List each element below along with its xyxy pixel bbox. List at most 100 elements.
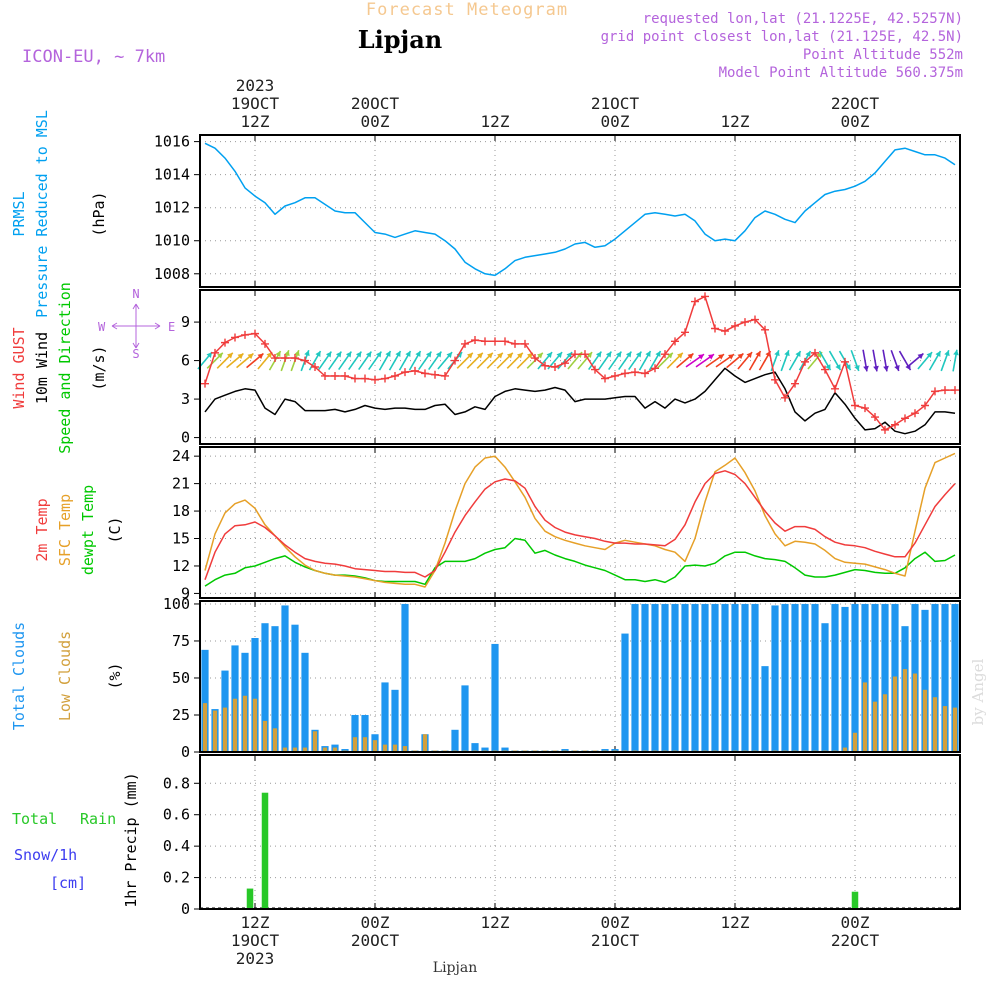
panel-frame [199, 754, 961, 910]
gust-marker [471, 336, 479, 345]
y-tick-label: 50 [172, 669, 190, 687]
total-cloud-bar [481, 747, 489, 752]
total-cloud-bar [741, 603, 749, 752]
gust-marker [411, 366, 419, 375]
wind-direction-arrow [358, 351, 372, 371]
wind-direction-arrow [598, 351, 612, 371]
low-cloud-bar [232, 698, 238, 752]
total-cloud-bar [671, 603, 679, 752]
wind-label: 10m Wind [33, 332, 51, 404]
low-cloud-bar [292, 747, 298, 752]
gust-marker [451, 356, 459, 365]
top-time-label: 12Z [481, 112, 510, 131]
gust-marker [251, 329, 259, 338]
y-tick-label: 21 [172, 475, 190, 493]
total-cloud-bar [621, 633, 629, 752]
wind-direction-arrow [516, 352, 534, 369]
wind-direction-arrow [726, 352, 744, 369]
wind-direction-arrow [705, 353, 725, 368]
compass-n: N [132, 287, 139, 301]
pressure-unit-label: (hPa) [90, 191, 108, 236]
wind-direction-arrow [917, 351, 933, 370]
total-label: Total [12, 810, 57, 828]
wind-direction-arrow [486, 352, 504, 369]
gust-label: Wind GUST [10, 327, 28, 408]
top-time-label: 12Z [241, 112, 270, 131]
y-tick-label: 1010 [154, 232, 190, 250]
total-cloud-bar [821, 623, 829, 752]
gust-marker [941, 386, 949, 395]
y-tick-label: 0.8 [163, 774, 190, 792]
y-tick-label: 100 [163, 595, 190, 613]
total-cloud-bar [451, 729, 459, 752]
pressure-panel: 1008 1010 1012 1014 1016 [154, 133, 961, 288]
temp-2m-label: 2m Temp [33, 498, 51, 561]
wind-unit-label: (m/s) [90, 345, 108, 390]
wind-direction-arrow [588, 351, 602, 371]
gust-marker [721, 327, 729, 336]
bottom-time-label: 21OCT [591, 931, 640, 950]
compass-arrows [111, 303, 161, 349]
low-cloud-bar [932, 697, 938, 752]
temp-unit-label: (C) [106, 516, 124, 543]
pressure-line [204, 142, 956, 277]
top-time-label: 19OCT [231, 94, 280, 113]
total-cloud-bar [501, 747, 509, 752]
wind-direction-arrow [328, 351, 342, 371]
gust-marker [641, 369, 649, 378]
total-cloud-bar [271, 626, 279, 752]
low-clouds-label: Low Clouds [56, 631, 74, 721]
wind-direction-arrow [685, 353, 705, 368]
low-cloud-bar [872, 701, 878, 752]
total-cloud-bar [781, 603, 789, 752]
gust-marker [891, 420, 899, 429]
gust-marker [811, 348, 819, 357]
panel-labels: PRMSL Pressure Reduced to MSL (hPa) Wind… [10, 110, 140, 908]
top-time-label: 00Z [841, 112, 870, 131]
low-cloud-bar [322, 747, 328, 752]
low-cloud-bar [422, 734, 428, 752]
y-tick-label: 0.6 [163, 806, 190, 824]
gust-marker [621, 369, 629, 378]
wind-direction-arrow [890, 349, 900, 372]
gust-marker [381, 374, 389, 383]
gust-marker [921, 401, 929, 410]
total-cloud-bar [631, 603, 639, 752]
wind-direction-arrow [348, 351, 362, 371]
gust-marker [521, 339, 529, 348]
wind-direction-arrow [456, 352, 474, 369]
total-cloud-bar [691, 603, 699, 752]
y-tick-label: 24 [172, 447, 190, 465]
total-cloud-bar [661, 603, 669, 752]
wind-direction-arrow [898, 350, 912, 371]
wind-panel: 0 3 6 9 W E N S [98, 287, 961, 447]
low-cloud-bar [332, 747, 338, 752]
y-tick-label: 1012 [154, 199, 190, 217]
wind-direction-arrow [715, 353, 735, 368]
gust-marker [491, 337, 499, 346]
gust-marker [461, 339, 469, 348]
gust-marker [791, 379, 799, 388]
wind-direction-arrow [828, 350, 842, 371]
total-clouds-label: Total Clouds [10, 622, 28, 730]
low-cloud-bar [862, 682, 868, 752]
y-tick-label: 1016 [154, 133, 190, 151]
total-cloud-bar [471, 743, 479, 752]
total-cloud-bar [861, 603, 869, 752]
snow-unit-label: [cm] [50, 874, 86, 892]
gust-marker [321, 371, 329, 380]
gust-marker [391, 371, 399, 380]
total-cloud-bar [801, 603, 809, 752]
watermark: by Angel [969, 658, 987, 725]
y-tick-label: 1014 [154, 166, 190, 184]
model-altitude: Model Point Altitude 560.375m [719, 65, 963, 81]
low-cloud-bar [942, 706, 948, 752]
total-cloud-bar [391, 689, 399, 752]
wind-direction-arrow [428, 351, 442, 371]
product-title: Forecast Meteogram [366, 0, 568, 20]
total-cloud-bar [651, 603, 659, 752]
gust-marker [271, 354, 279, 363]
gust-marker [761, 325, 769, 334]
wind-direction-arrow [818, 350, 832, 371]
